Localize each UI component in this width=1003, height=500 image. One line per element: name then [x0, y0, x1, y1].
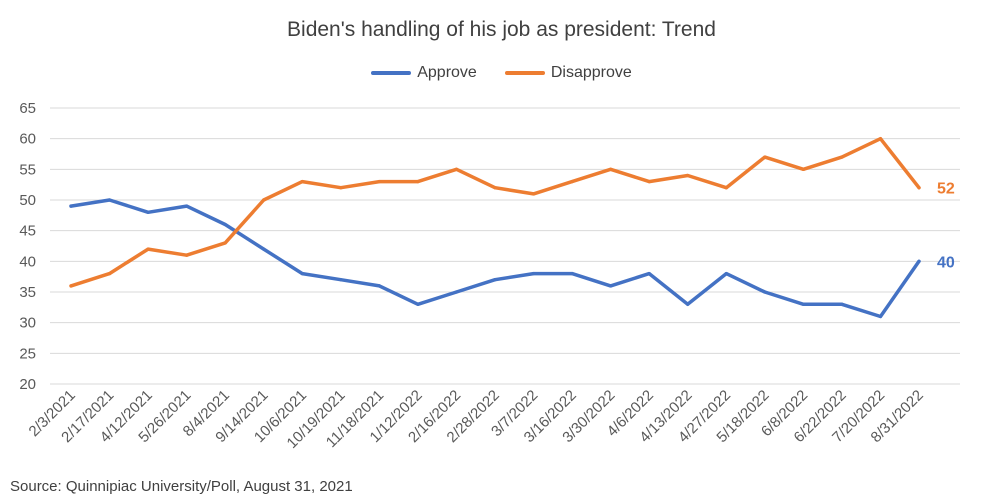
y-tick-label: 20 [19, 376, 36, 393]
series-line-approve [69, 198, 921, 319]
data-point-disapprove [454, 167, 459, 171]
data-point-disapprove [686, 173, 690, 178]
y-tick-label: 45 [19, 223, 36, 240]
data-point-disapprove [724, 186, 728, 190]
data-point-approve [531, 272, 536, 276]
data-point-approve [763, 290, 767, 294]
data-point-approve [300, 272, 304, 276]
data-point-approve [878, 314, 883, 319]
y-tick-label: 30 [19, 315, 36, 332]
end-label-disapprove: 52 [937, 181, 955, 198]
data-point-approve [107, 198, 112, 202]
data-point-disapprove [69, 284, 73, 288]
y-tick-label: 35 [19, 284, 36, 301]
legend-swatch-disapprove [504, 71, 545, 75]
data-point-disapprove [300, 180, 304, 184]
data-point-disapprove [531, 192, 536, 196]
legend-item-disapprove: Disapprove [504, 64, 632, 82]
data-point-approve [647, 272, 651, 276]
legend-swatch-approve [371, 71, 412, 75]
data-point-approve [801, 302, 805, 306]
data-point-approve [493, 278, 497, 282]
data-point-approve [686, 302, 690, 306]
data-point-approve [609, 284, 613, 288]
chart-title: Biden's handling of his job as president… [287, 18, 716, 41]
y-tick-label: 60 [19, 131, 36, 148]
y-tick-label: 65 [19, 100, 36, 117]
data-point-approve [840, 302, 844, 306]
data-point-disapprove [801, 167, 805, 171]
y-tick-label: 55 [19, 161, 36, 178]
data-point-disapprove [416, 180, 420, 184]
data-point-disapprove [493, 186, 497, 190]
data-point-disapprove [570, 180, 574, 184]
chart-legend: Approve Disapprove [0, 64, 1003, 82]
data-point-disapprove [146, 247, 150, 251]
data-point-disapprove [647, 180, 651, 184]
data-point-disapprove [339, 186, 343, 190]
end-label-approve: 40 [937, 254, 955, 271]
data-point-disapprove [840, 155, 844, 159]
data-point-approve [454, 290, 459, 294]
data-point-disapprove [377, 180, 381, 184]
data-point-approve [185, 204, 189, 208]
legend-label-disapprove: Disapprove [550, 64, 632, 81]
data-point-disapprove [107, 272, 112, 276]
data-point-disapprove [917, 186, 921, 190]
data-point-approve [570, 272, 574, 276]
data-point-disapprove [262, 198, 266, 202]
data-point-approve [339, 278, 343, 282]
data-point-disapprove [223, 241, 227, 245]
data-point-approve [69, 204, 73, 208]
data-point-disapprove [878, 137, 883, 141]
legend-item-approve: Approve [371, 64, 477, 82]
y-tick-label: 50 [19, 192, 36, 209]
data-point-approve [416, 302, 420, 306]
data-point-approve [724, 272, 728, 276]
data-point-approve [917, 259, 921, 263]
data-point-disapprove [609, 167, 613, 171]
data-point-approve [377, 284, 381, 288]
data-point-approve [262, 247, 266, 251]
legend-label-approve: Approve [417, 64, 477, 81]
data-point-approve [223, 222, 227, 227]
data-point-disapprove [185, 253, 189, 257]
y-tick-label: 25 [19, 345, 36, 362]
y-tick-label: 40 [19, 253, 36, 270]
data-point-approve [146, 210, 150, 214]
source-note: Source: Quinnipiac University/Poll, Augu… [10, 478, 353, 495]
data-point-disapprove [763, 155, 767, 159]
